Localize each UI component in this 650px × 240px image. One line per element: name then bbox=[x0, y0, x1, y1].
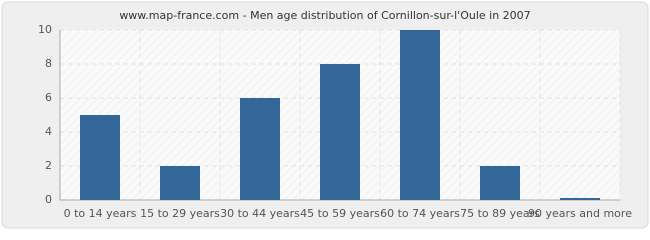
bar bbox=[80, 115, 120, 200]
bar bbox=[240, 98, 280, 200]
x-tick-label: 30 to 44 years bbox=[220, 207, 300, 220]
x-tick-label: 90 years and more bbox=[528, 207, 632, 220]
chart: www.map-france.com - Men age distributio… bbox=[1, 1, 649, 229]
bar bbox=[480, 166, 520, 200]
bar bbox=[400, 30, 440, 200]
y-tick-label: 4 bbox=[45, 125, 52, 138]
x-tick-label: 75 to 89 years bbox=[460, 207, 540, 220]
bar bbox=[560, 198, 600, 200]
x-tick-label: 45 to 59 years bbox=[300, 207, 380, 220]
y-tick-label: 8 bbox=[45, 57, 52, 70]
y-tick-label: 0 bbox=[45, 193, 52, 206]
bar bbox=[320, 64, 360, 200]
y-tick-label: 10 bbox=[38, 23, 52, 36]
x-tick-label: 0 to 14 years bbox=[64, 207, 137, 220]
bar bbox=[160, 166, 200, 200]
chart-title: www.map-france.com - Men age distributio… bbox=[119, 9, 530, 22]
y-tick-label: 6 bbox=[45, 91, 52, 104]
x-tick-label: 15 to 29 years bbox=[140, 207, 220, 220]
x-tick-label: 60 to 74 years bbox=[380, 207, 460, 220]
y-tick-label: 2 bbox=[45, 159, 52, 172]
